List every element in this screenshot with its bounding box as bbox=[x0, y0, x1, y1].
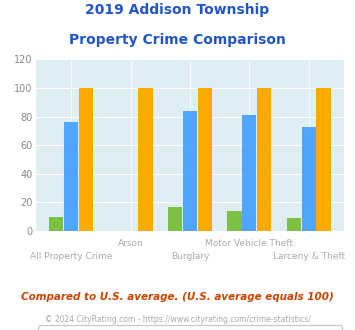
Bar bbox=[316, 88, 331, 231]
Bar bbox=[138, 88, 153, 231]
Bar bbox=[168, 207, 182, 231]
Bar bbox=[302, 127, 316, 231]
Bar bbox=[49, 217, 64, 231]
Bar bbox=[183, 111, 197, 231]
Bar bbox=[257, 88, 271, 231]
Text: Larceny & Theft: Larceny & Theft bbox=[273, 252, 345, 261]
Legend: Addison Township, Michigan, National: Addison Township, Michigan, National bbox=[38, 325, 342, 330]
Text: Property Crime Comparison: Property Crime Comparison bbox=[69, 33, 286, 47]
Text: Burglary: Burglary bbox=[171, 252, 209, 261]
Bar bbox=[242, 115, 256, 231]
Text: Motor Vehicle Theft: Motor Vehicle Theft bbox=[205, 239, 293, 248]
Bar bbox=[64, 122, 78, 231]
Bar bbox=[198, 88, 212, 231]
Text: © 2024 CityRating.com - https://www.cityrating.com/crime-statistics/: © 2024 CityRating.com - https://www.city… bbox=[45, 315, 310, 324]
Text: All Property Crime: All Property Crime bbox=[30, 252, 113, 261]
Bar bbox=[79, 88, 93, 231]
Text: 2019 Addison Township: 2019 Addison Township bbox=[86, 3, 269, 17]
Text: Compared to U.S. average. (U.S. average equals 100): Compared to U.S. average. (U.S. average … bbox=[21, 292, 334, 302]
Bar bbox=[287, 218, 301, 231]
Text: Arson: Arson bbox=[118, 239, 143, 248]
Bar bbox=[227, 211, 242, 231]
